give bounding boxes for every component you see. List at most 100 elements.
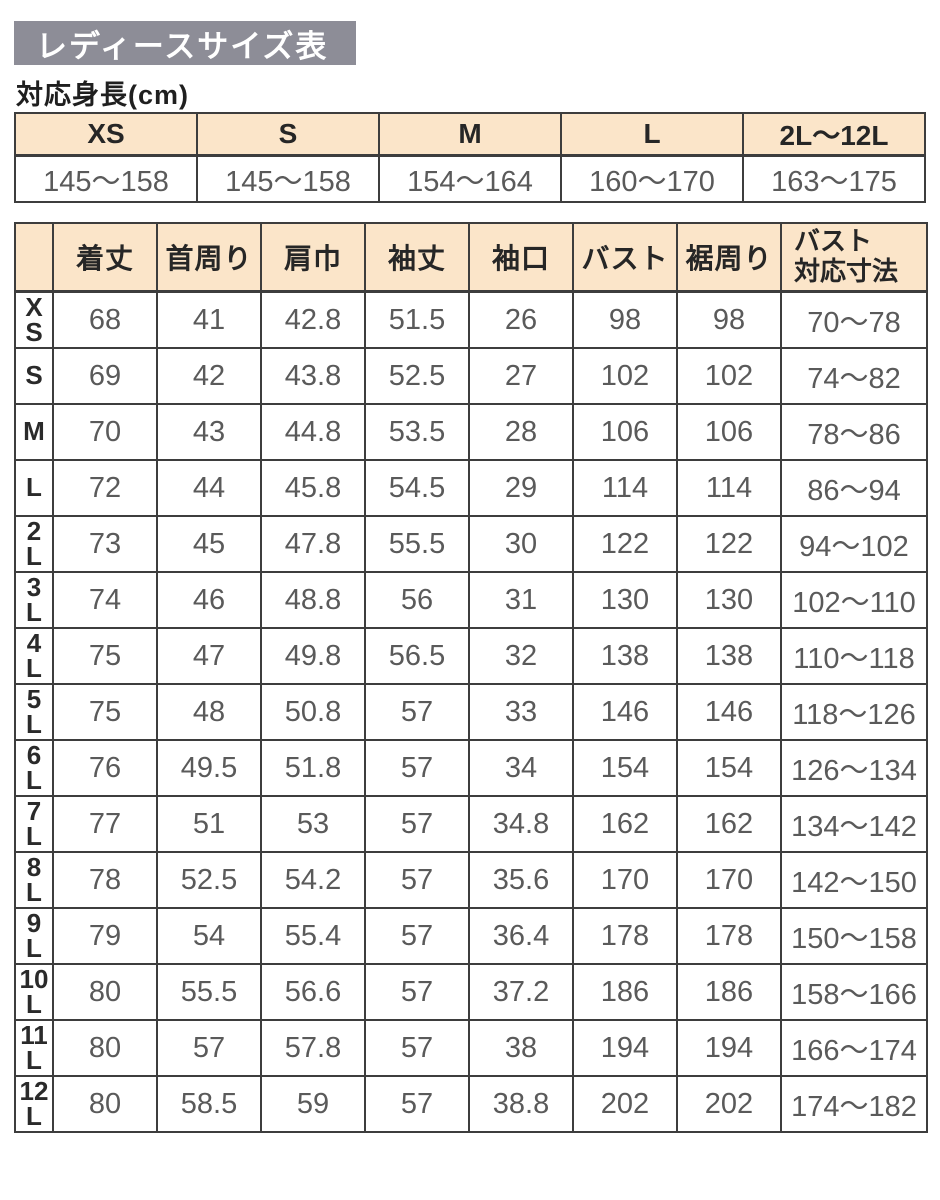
size-table-row: 11 L 80 57 57.8 57 38 194 194 166〜174: [14, 1019, 928, 1077]
size-table-row: L 72 44 45.8 54.5 29 114 114 86〜94: [14, 459, 928, 517]
size-value-cell: 146: [676, 683, 782, 741]
size-table-row: 4 L 75 47 49.8 56.5 32 138 138 110〜118: [14, 627, 928, 685]
size-value-cell: 54: [156, 907, 262, 965]
size-value-cell: 80: [52, 963, 158, 1021]
size-value-cell: 48.8: [260, 571, 366, 629]
size-value-cell: 26: [468, 290, 574, 349]
size-value-cell: 138: [572, 627, 678, 685]
size-value-cell: 142〜150: [780, 851, 928, 909]
size-row-label: 10 L: [14, 963, 54, 1021]
size-value-cell: 53: [260, 795, 366, 853]
size-value-cell: 134〜142: [780, 795, 928, 853]
size-value-cell: 47: [156, 627, 262, 685]
height-table-value-row: 145〜158 145〜158 154〜164 160〜170 163〜175: [14, 154, 926, 203]
size-value-cell: 72: [52, 459, 158, 517]
size-value-cell: 73: [52, 515, 158, 573]
size-table-row: 10 L 80 55.5 56.6 57 37.2 186 186 158〜166: [14, 963, 928, 1021]
size-value-cell: 42.8: [260, 290, 366, 349]
size-value-cell: 45.8: [260, 459, 366, 517]
size-value-cell: 170: [572, 851, 678, 909]
page-title-text: レディースサイズ表: [36, 28, 329, 64]
size-row-label: 7 L: [14, 795, 54, 853]
size-value-cell: 78: [52, 851, 158, 909]
size-row-label: 8 L: [14, 851, 54, 909]
height-column-header: 2L〜12L: [742, 112, 926, 157]
size-value-cell: 122: [572, 515, 678, 573]
size-value-cell: 44: [156, 459, 262, 517]
size-value-cell: 56.5: [364, 627, 470, 685]
size-value-cell: 80: [52, 1019, 158, 1077]
size-table-row: 7 L 77 51 53 57 34.8 162 162 134〜142: [14, 795, 928, 853]
size-row-label: 9 L: [14, 907, 54, 965]
size-value-cell: 57: [364, 683, 470, 741]
size-value-cell: 57: [364, 1019, 470, 1077]
size-value-cell: 29: [468, 459, 574, 517]
size-value-cell: 48: [156, 683, 262, 741]
size-value-cell: 130: [676, 571, 782, 629]
size-value-cell: 178: [572, 907, 678, 965]
size-value-cell: 122: [676, 515, 782, 573]
size-table-row: 2 L 73 45 47.8 55.5 30 122 122 94〜102: [14, 515, 928, 573]
size-value-cell: 86〜94: [780, 459, 928, 517]
size-value-cell: 49.8: [260, 627, 366, 685]
size-value-cell: 57.8: [260, 1019, 366, 1077]
size-value-cell: 42: [156, 347, 262, 405]
size-value-cell: 28: [468, 403, 574, 461]
size-value-cell: 75: [52, 683, 158, 741]
size-column-header: 袖丈: [364, 222, 470, 293]
size-value-cell: 98: [676, 290, 782, 349]
size-table-row: 8 L 78 52.5 54.2 57 35.6 170 170 142〜150: [14, 851, 928, 909]
size-value-cell: 166〜174: [780, 1019, 928, 1077]
size-table-body: X S 68 41 42.8 51.5 26 98 98 70〜78 S 69 42 43.8 52.5 2…: [14, 290, 928, 1133]
size-value-cell: 56: [364, 571, 470, 629]
size-value-cell: 138: [676, 627, 782, 685]
size-value-cell: 80: [52, 1075, 158, 1133]
size-value-cell: 154: [676, 739, 782, 797]
size-row-label: 12 L: [14, 1075, 54, 1133]
size-row-label: 5 L: [14, 683, 54, 741]
size-value-cell: 54.2: [260, 851, 366, 909]
size-column-header: 裾周り: [676, 222, 782, 293]
size-value-cell: 186: [676, 963, 782, 1021]
size-value-cell: 50.8: [260, 683, 366, 741]
size-row-label: 6 L: [14, 739, 54, 797]
height-column-header: M: [378, 112, 562, 157]
size-value-cell: 53.5: [364, 403, 470, 461]
size-table-row: M 70 43 44.8 53.5 28 106 106 78〜86: [14, 403, 928, 461]
size-value-cell: 54.5: [364, 459, 470, 517]
size-value-cell: 52.5: [364, 347, 470, 405]
height-value-cell: 160〜170: [560, 154, 744, 203]
size-value-cell: 57: [364, 851, 470, 909]
size-value-cell: 43: [156, 403, 262, 461]
size-value-cell: 46: [156, 571, 262, 629]
size-value-cell: 68: [52, 290, 158, 349]
size-table: 着丈 首周り 肩巾 袖丈 袖口 バスト 裾周り バスト 対応寸法 X S 68 41 42.8 51.…: [14, 222, 928, 1133]
size-row-label: M: [14, 403, 54, 461]
size-value-cell: 34.8: [468, 795, 574, 853]
size-value-cell: 114: [572, 459, 678, 517]
size-value-cell: 75: [52, 627, 158, 685]
size-value-cell: 194: [676, 1019, 782, 1077]
size-value-cell: 49.5: [156, 739, 262, 797]
size-column-header: バスト 対応寸法: [780, 222, 928, 293]
height-column-header: S: [196, 112, 380, 157]
size-value-cell: 36.4: [468, 907, 574, 965]
height-table: XS S M L 2L〜12L 145〜158 145〜158 154〜164 160〜170…: [14, 112, 926, 203]
size-value-cell: 102〜110: [780, 571, 928, 629]
size-value-cell: 57: [364, 1075, 470, 1133]
size-value-cell: 51.5: [364, 290, 470, 349]
size-value-cell: 70〜78: [780, 290, 928, 349]
size-row-label: L: [14, 459, 54, 517]
size-table-row: X S 68 41 42.8 51.5 26 98 98 70〜78: [14, 290, 928, 349]
size-value-cell: 41: [156, 290, 262, 349]
page-title: レディースサイズ表: [14, 21, 356, 65]
size-value-cell: 126〜134: [780, 739, 928, 797]
size-value-cell: 32: [468, 627, 574, 685]
size-column-header: バスト: [572, 222, 678, 293]
height-table-header-row: XS S M L 2L〜12L: [14, 112, 926, 157]
size-value-cell: 45: [156, 515, 262, 573]
size-value-cell: 174〜182: [780, 1075, 928, 1133]
height-value-cell: 163〜175: [742, 154, 926, 203]
size-value-cell: 202: [572, 1075, 678, 1133]
size-column-header: 肩巾: [260, 222, 366, 293]
